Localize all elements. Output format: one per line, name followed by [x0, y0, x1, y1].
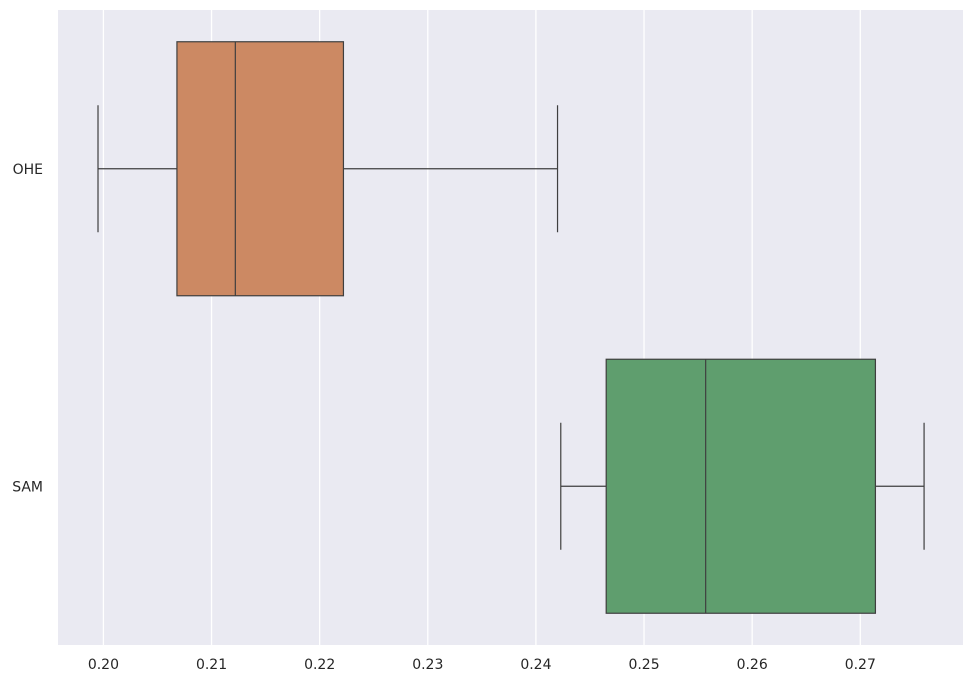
boxes — [97, 41, 925, 614]
x-tick-label: 0.26 — [737, 657, 768, 673]
x-tick-label: 0.23 — [412, 657, 443, 673]
x-tick-label: 0.22 — [304, 657, 335, 673]
x-tick-label: 0.25 — [628, 657, 659, 673]
x-tick-label: 0.21 — [196, 657, 227, 673]
y-tick-label: SAM — [12, 479, 43, 495]
box-ohe — [97, 41, 559, 297]
x-tick-label: 0.24 — [520, 657, 551, 673]
y-tick-label: OHE — [13, 162, 43, 178]
x-tick-label: 0.27 — [845, 657, 876, 673]
x-tick-labels: 0.20 0.21 0.22 0.23 0.24 0.25 0.26 0.27 — [88, 657, 876, 673]
box-sam — [560, 358, 925, 614]
x-tick-label: 0.20 — [88, 657, 119, 673]
iqr-box — [605, 358, 877, 614]
y-tick-labels: OHE SAM — [12, 162, 43, 496]
iqr-box — [176, 41, 345, 297]
